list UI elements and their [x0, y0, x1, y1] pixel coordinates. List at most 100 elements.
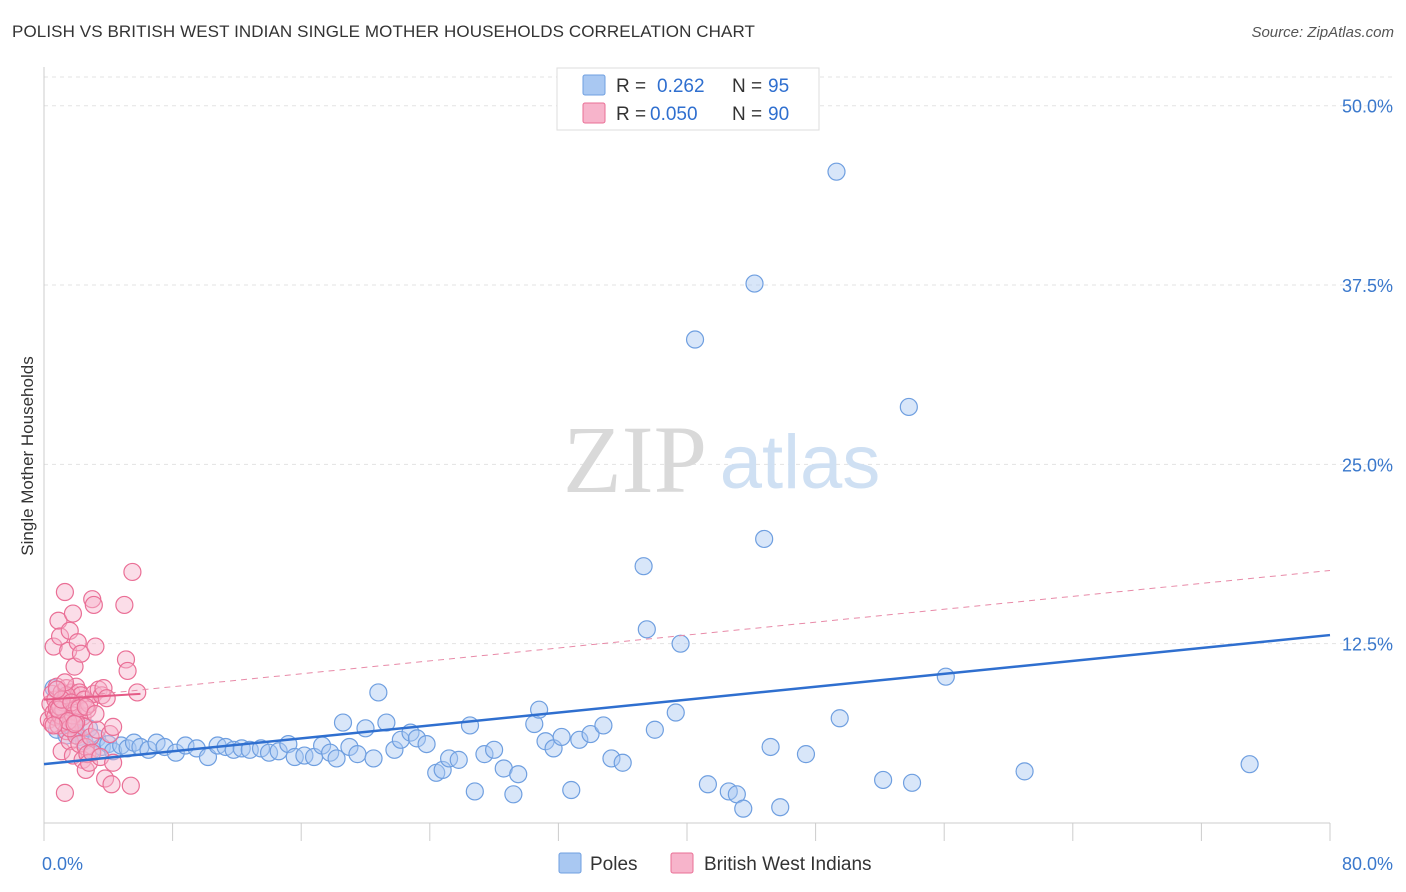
bottom-legend-swatch-bwi — [670, 852, 694, 874]
point-poles — [485, 740, 504, 759]
legend-r-value-poles: 0.262 — [657, 76, 705, 97]
legend-swatch-poles — [582, 74, 606, 96]
bottom-legend-swatch-poles — [558, 852, 582, 874]
point-poles — [504, 785, 523, 804]
trend-line-bwi-extended — [43, 570, 1331, 701]
chart-title: POLISH VS BRITISH WEST INDIAN SINGLE MOT… — [12, 22, 756, 41]
point-poles — [369, 683, 388, 702]
point-poles — [348, 745, 367, 764]
bottom-legend: Poles British West Indians — [558, 852, 872, 875]
watermark-atlas: atlas — [720, 420, 881, 505]
point-poles — [475, 745, 494, 764]
point-british-west-indians — [44, 637, 63, 656]
trend-line-poles — [43, 633, 1331, 766]
legend-n-label-poles: N = — [732, 76, 762, 97]
point-british-west-indians — [86, 637, 105, 656]
y-tick-label: 50.0% — [1342, 97, 1393, 117]
point-poles — [327, 749, 346, 768]
data-points — [39, 162, 1259, 818]
point-poles — [259, 743, 279, 762]
point-british-west-indians — [86, 704, 105, 724]
point-british-west-indians — [115, 595, 134, 615]
point-british-west-indians — [102, 775, 121, 794]
watermark-zip: ZIP — [563, 406, 707, 513]
point-british-west-indians — [84, 595, 103, 615]
legend: R = 0.262 N = 95 R = 0.050 N = 90 — [556, 67, 820, 131]
point-british-west-indians — [44, 716, 63, 735]
point-poles — [827, 162, 846, 181]
point-poles — [594, 716, 613, 735]
point-british-west-indians — [55, 783, 74, 802]
y-tick-label: 12.5% — [1342, 635, 1393, 655]
point-poles — [552, 727, 571, 747]
point-poles — [645, 720, 664, 739]
point-poles — [745, 274, 764, 293]
point-british-west-indians — [104, 717, 123, 736]
legend-r-value-bwi: 0.050 — [650, 104, 698, 125]
point-poles — [581, 724, 600, 744]
point-poles — [734, 799, 753, 818]
point-poles — [449, 750, 468, 769]
point-poles — [685, 330, 705, 349]
point-poles — [407, 729, 427, 748]
point-british-west-indians — [116, 650, 136, 669]
point-poles — [509, 765, 528, 784]
gridlines — [44, 76, 1395, 645]
point-british-west-indians — [128, 683, 147, 702]
point-british-west-indians — [121, 776, 140, 795]
point-poles — [417, 734, 436, 754]
point-british-west-indians — [63, 604, 83, 623]
point-poles — [602, 749, 621, 768]
point-poles — [1240, 755, 1259, 774]
point-poles — [570, 730, 589, 749]
x-tick-label-min: 0.0% — [42, 854, 83, 874]
point-poles — [637, 620, 656, 639]
tick-labels: 12.5% 25.0% 37.5% 50.0% 0.0% 80.0% — [42, 97, 1393, 874]
point-poles — [796, 745, 816, 764]
point-poles — [771, 798, 790, 817]
y-tick-label: 25.0% — [1342, 455, 1393, 475]
point-poles — [285, 747, 304, 767]
axes — [43, 67, 1331, 841]
legend-n-label-bwi: N = — [732, 104, 762, 125]
point-poles — [465, 782, 484, 801]
legend-r-label-bwi: R = — [616, 104, 646, 125]
point-poles — [936, 667, 955, 686]
point-poles — [899, 397, 918, 417]
point-british-west-indians — [118, 661, 137, 681]
legend-n-value-poles: 95 — [768, 76, 789, 97]
point-poles — [755, 529, 774, 549]
legend-r-label-poles: R = — [616, 76, 646, 97]
point-poles — [666, 703, 685, 722]
point-poles — [385, 740, 404, 759]
point-poles — [698, 775, 717, 794]
legend-swatch-british-west-indians — [582, 102, 606, 124]
point-british-west-indians — [68, 633, 87, 652]
point-poles — [364, 749, 383, 768]
point-poles — [562, 780, 581, 800]
bottom-legend-label-poles: Poles — [590, 854, 638, 875]
point-poles — [634, 557, 653, 576]
legend-n-value-bwi: 90 — [768, 104, 789, 125]
point-poles — [333, 713, 353, 732]
x-tick-label-max: 80.0% — [1342, 854, 1393, 874]
point-british-west-indians — [55, 582, 74, 602]
trend-line-bwi — [43, 692, 141, 701]
point-poles — [439, 749, 459, 768]
point-poles — [613, 753, 632, 772]
trend-lines — [43, 570, 1331, 766]
point-poles — [902, 773, 922, 792]
point-poles — [1015, 762, 1034, 781]
watermark: ZIP atlas — [563, 406, 880, 513]
point-british-west-indians — [50, 627, 70, 646]
point-poles — [433, 760, 452, 780]
point-poles — [761, 737, 780, 757]
bottom-legend-label-bwi: British West Indians — [704, 854, 872, 875]
point-british-west-indians — [65, 714, 84, 734]
point-poles — [830, 709, 849, 728]
point-british-west-indians — [123, 562, 142, 582]
point-poles — [269, 742, 288, 761]
y-tick-label: 37.5% — [1342, 276, 1393, 296]
source-label: Source: ZipAtlas.com — [1251, 24, 1394, 41]
